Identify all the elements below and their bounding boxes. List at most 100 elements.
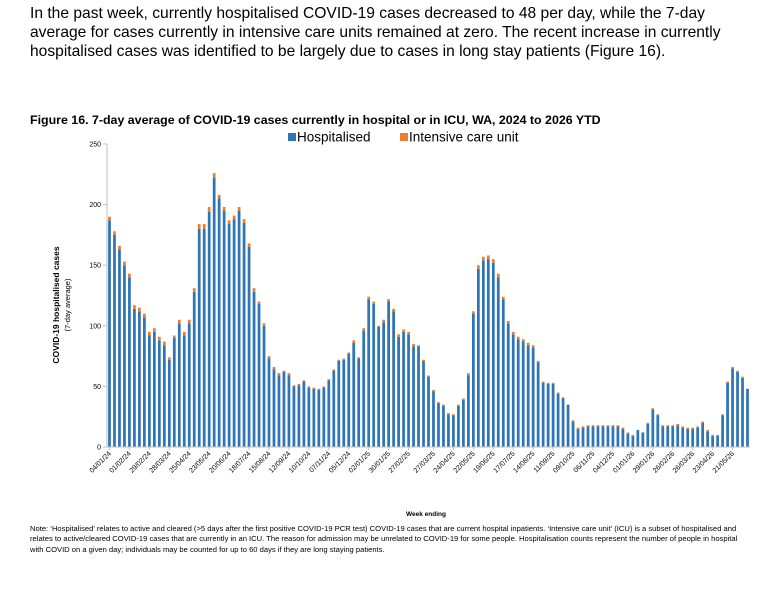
- bar-hospitalised: [172, 337, 176, 447]
- bar-icu: [412, 343, 415, 347]
- bar-hospitalised: [432, 391, 435, 447]
- bar-icu: [531, 345, 535, 348]
- bar-hospitalised: [621, 428, 625, 447]
- bar-icu: [162, 341, 166, 346]
- bar-hospitalised: [721, 415, 724, 447]
- bar-icu: [696, 426, 700, 428]
- bar-hospitalised: [312, 388, 316, 447]
- bar-hospitalised: [746, 388, 749, 447]
- bar-icu: [372, 301, 376, 304]
- bar-icu: [357, 357, 361, 359]
- bar-hospitalised: [711, 436, 714, 447]
- bar-hospitalised: [457, 405, 460, 447]
- bar-hospitalised: [481, 260, 485, 447]
- bar-icu: [317, 388, 321, 391]
- bar-icu: [646, 422, 650, 424]
- y-tick-label: 0: [97, 445, 101, 452]
- bar-hospitalised: [741, 377, 744, 447]
- bar-hospitalised: [452, 415, 455, 447]
- bar-hospitalised: [496, 277, 500, 447]
- bar-icu: [272, 367, 276, 370]
- bar-icu: [332, 369, 336, 371]
- bar-hospitalised: [736, 371, 739, 447]
- bar-hospitalised: [302, 381, 306, 447]
- bar-icu: [257, 301, 261, 304]
- bar-icu: [447, 413, 450, 415]
- bar-hospitalised: [696, 427, 700, 447]
- bar-icu: [128, 273, 131, 278]
- bar-icu: [157, 336, 161, 341]
- bar-hospitalised: [152, 331, 156, 447]
- bar-icu: [541, 381, 545, 383]
- bar-hospitalised: [631, 436, 635, 447]
- bar-hospitalised: [701, 422, 705, 447]
- y-tick-label: 100: [89, 323, 101, 330]
- bar-hospitalised: [207, 211, 211, 447]
- y-tick-label: 250: [89, 142, 101, 149]
- legend-label-hospitalised: Hospitalised: [297, 130, 371, 145]
- bar-icu: [177, 319, 181, 324]
- bar-hospitalised: [108, 220, 111, 447]
- bar-hospitalised: [526, 345, 530, 447]
- bar-icu: [576, 427, 580, 429]
- bar-hospitalised: [427, 376, 430, 447]
- bar-hospitalised: [133, 308, 136, 447]
- bar-icu: [467, 373, 470, 376]
- bar-hospitalised: [641, 432, 645, 447]
- bar-hospitalised: [232, 219, 236, 447]
- bar-icu: [536, 360, 540, 363]
- bar-icu: [402, 329, 405, 332]
- y-tick-label: 200: [89, 202, 101, 209]
- bar-icu: [511, 331, 515, 335]
- bar-hospitalised: [277, 375, 281, 447]
- intro-paragraph: In the past week, currently hospitalised…: [30, 5, 721, 60]
- bar-icu: [397, 334, 400, 337]
- bar-hospitalised: [367, 299, 371, 447]
- bar-icu: [202, 223, 206, 229]
- bar-icu: [686, 427, 690, 429]
- bar-icu: [242, 219, 246, 223]
- bar-icu: [491, 259, 495, 263]
- bar-hospitalised: [541, 382, 545, 447]
- bar-hospitalised: [192, 291, 196, 447]
- bar-hospitalised: [377, 327, 381, 447]
- bar-icu: [367, 296, 371, 300]
- bar-hospitalised: [586, 426, 590, 447]
- bar-icu: [606, 425, 610, 427]
- bar-hospitalised: [252, 291, 256, 447]
- bar-icu: [626, 432, 630, 434]
- bar-hospitalised: [407, 334, 410, 447]
- bar-icu: [506, 320, 510, 324]
- bar-icu: [591, 425, 595, 427]
- bar-hospitalised: [227, 223, 231, 447]
- bar-icu: [476, 265, 480, 269]
- bar-hospitalised: [397, 336, 400, 447]
- legend-label-icu: Intensive care unit: [409, 130, 519, 145]
- x-tick-label: 27/02/25: [388, 450, 412, 474]
- bar-hospitalised: [292, 386, 296, 447]
- bar-hospitalised: [387, 301, 390, 447]
- bar-hospitalised: [471, 313, 475, 447]
- bar-icu: [496, 273, 500, 278]
- bar-icu: [651, 408, 655, 410]
- y-tick-label: 150: [89, 263, 101, 270]
- bar-hospitalised: [716, 436, 719, 447]
- bar-icu: [711, 434, 714, 437]
- bar-icu: [222, 207, 226, 211]
- bar-icu: [252, 288, 256, 292]
- bar-hospitalised: [591, 426, 595, 447]
- bar-icu: [516, 336, 520, 340]
- bar-hospitalised: [392, 311, 395, 447]
- bar-icu: [182, 331, 186, 336]
- bar-hospitalised: [521, 341, 525, 447]
- bar-icu: [432, 390, 435, 392]
- bar-icu: [262, 323, 266, 326]
- bar-hospitalised: [257, 303, 261, 447]
- bar-hospitalised: [342, 359, 346, 447]
- bar-hospitalised: [372, 303, 376, 447]
- bar-icu: [172, 335, 176, 338]
- bar-icu: [427, 375, 430, 377]
- chart-legend: Hospitalised Intensive care unit: [288, 130, 519, 145]
- x-axis: 04/01/2401/02/2429/02/2428/03/2425/04/24…: [89, 446, 750, 475]
- bar-icu: [147, 331, 151, 336]
